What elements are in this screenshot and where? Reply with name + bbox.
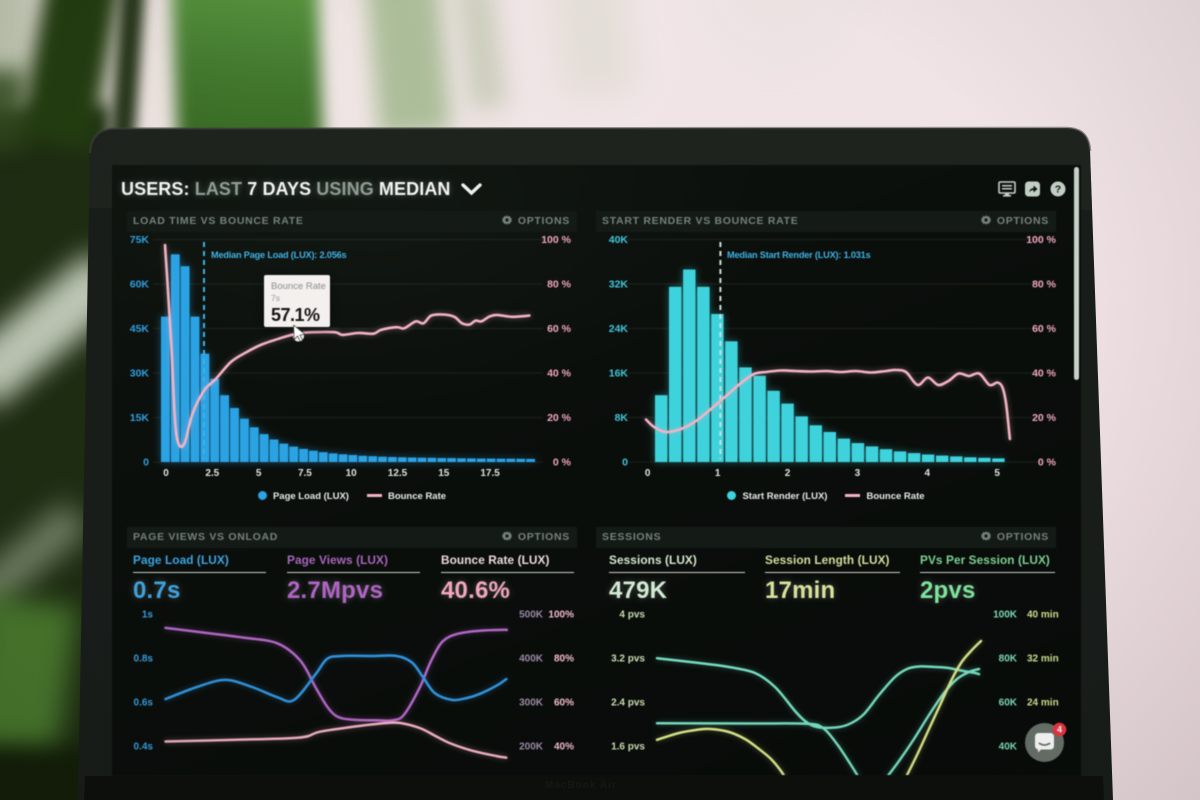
svg-text:20 %: 20 % [1032, 412, 1057, 424]
svg-text:3.2 pvs: 3.2 pvs [611, 654, 645, 665]
svg-text:32K: 32K [609, 279, 629, 291]
svg-text:12.5: 12.5 [388, 468, 408, 479]
svg-text:40 %: 40 % [1032, 368, 1057, 380]
svg-text:17.5: 17.5 [480, 468, 500, 479]
svg-text:80%: 80% [554, 654, 574, 665]
svg-text:60K: 60K [130, 279, 150, 291]
svg-text:0: 0 [622, 457, 628, 469]
svg-text:5: 5 [256, 468, 262, 479]
svg-text:15: 15 [438, 468, 450, 479]
svg-text:500K: 500K [519, 610, 544, 621]
svg-text:1: 1 [715, 468, 721, 479]
svg-text:20 %: 20 % [547, 412, 572, 424]
svg-text:60K: 60K [999, 698, 1018, 709]
svg-text:100%: 100% [548, 610, 574, 621]
svg-text:0: 0 [143, 457, 149, 469]
svg-text:100 %: 100 % [541, 234, 571, 246]
svg-text:16K: 16K [609, 368, 629, 380]
svg-text:2: 2 [785, 468, 791, 479]
svg-text:15K: 15K [130, 412, 150, 424]
svg-text:200K: 200K [519, 742, 544, 753]
svg-text:1.6 pvs: 1.6 pvs [611, 742, 645, 753]
svg-text:80 %: 80 % [1032, 279, 1057, 291]
svg-text:10: 10 [346, 468, 358, 479]
svg-text:40K: 40K [999, 742, 1018, 753]
svg-text:24 min: 24 min [1027, 698, 1059, 709]
svg-text:100 %: 100 % [1026, 234, 1056, 246]
svg-text:Median Start Render (LUX): 1.0: Median Start Render (LUX): 1.031s [727, 250, 871, 260]
svg-text:80K: 80K [999, 654, 1018, 665]
svg-text:0 %: 0 % [1038, 457, 1057, 469]
svg-text:4: 4 [925, 468, 931, 479]
svg-text:40 min: 40 min [1027, 610, 1059, 621]
svg-text:1s: 1s [142, 610, 154, 621]
svg-text:40 %: 40 % [547, 368, 572, 380]
svg-text:32 min: 32 min [1027, 654, 1059, 665]
svg-text:0 %: 0 % [553, 457, 572, 469]
svg-text:30K: 30K [130, 368, 150, 380]
svg-text:24K: 24K [609, 323, 629, 335]
svg-text:40%: 40% [554, 742, 574, 753]
svg-text:40K: 40K [609, 234, 629, 246]
svg-text:2.4 pvs: 2.4 pvs [611, 698, 645, 709]
svg-text:0: 0 [645, 468, 651, 479]
svg-text:60%: 60% [554, 698, 574, 709]
svg-text:7.5: 7.5 [298, 468, 312, 479]
svg-text:0.6s: 0.6s [134, 698, 154, 709]
svg-text:300K: 300K [519, 698, 544, 709]
svg-text:4: 4 [1057, 725, 1062, 735]
svg-text:0: 0 [163, 468, 169, 479]
svg-text:0.8s: 0.8s [134, 654, 154, 665]
svg-text:45K: 45K [130, 323, 150, 335]
svg-text:400K: 400K [519, 654, 544, 665]
svg-text:100K: 100K [993, 610, 1018, 621]
svg-text:60 %: 60 % [1032, 323, 1057, 335]
svg-text:8K: 8K [615, 412, 629, 424]
svg-text:4 pvs: 4 pvs [619, 610, 645, 621]
svg-text:?: ? [1055, 184, 1061, 196]
svg-text:75K: 75K [130, 234, 150, 246]
svg-text:3: 3 [855, 468, 861, 479]
svg-text:0.4s: 0.4s [134, 742, 154, 753]
svg-text:2.5: 2.5 [205, 468, 219, 479]
svg-text:80 %: 80 % [547, 279, 572, 291]
svg-text:5: 5 [994, 468, 1000, 479]
svg-text:60 %: 60 % [547, 323, 572, 335]
svg-text:Median Page Load (LUX): 2.056s: Median Page Load (LUX): 2.056s [211, 250, 347, 260]
